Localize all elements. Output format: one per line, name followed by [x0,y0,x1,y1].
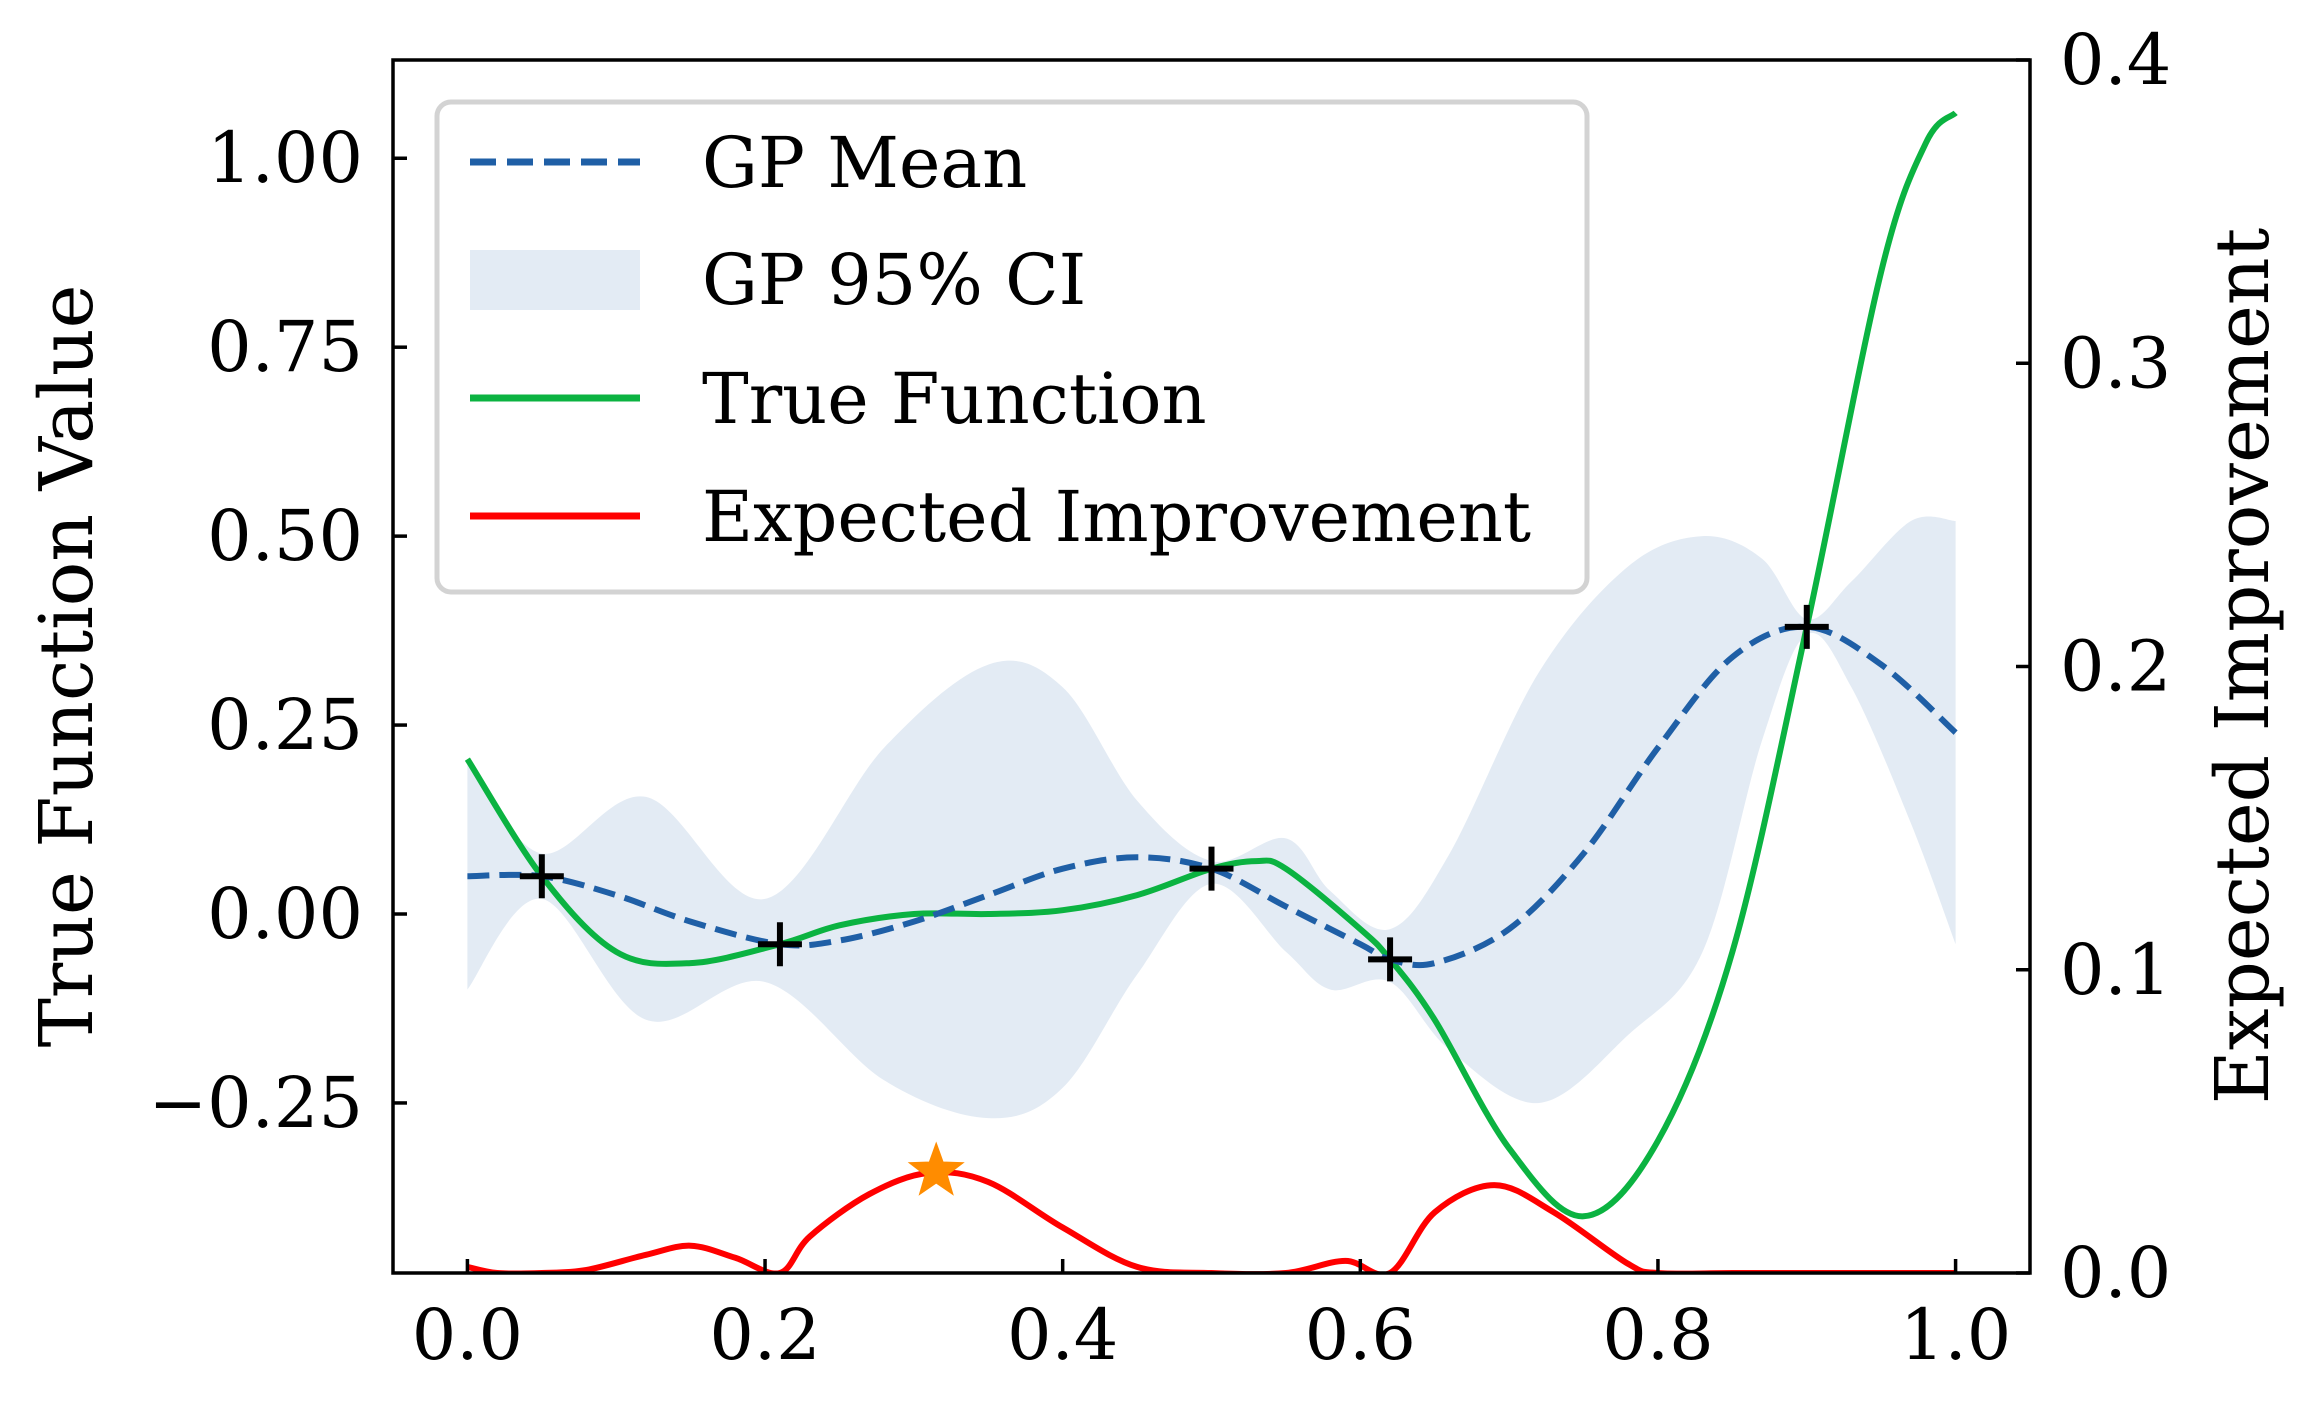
observation-point [1368,937,1413,982]
confidence-band-layer [467,516,1956,1119]
legend-label-true-function: True Function [702,358,1207,440]
legend-label-gp-mean: GP Mean [702,122,1027,204]
x-tick-label: 0.8 [1602,1294,1713,1376]
x-tick-label: 0.4 [1007,1294,1118,1376]
y-tick-label: 1.00 [207,117,363,199]
legend-label-expected-improvement: Expected Improvement [702,476,1531,558]
observation-point [1784,604,1829,649]
y-tick-label: 0.50 [207,495,363,577]
x-tick-label: 0.6 [1305,1294,1416,1376]
x-tick-label: 0.2 [709,1294,820,1376]
legend-label-gp-ci: GP 95% CI [702,239,1086,321]
observation-point [1189,846,1234,891]
y-tick-label: −0.25 [148,1062,363,1144]
x-tick-label: 1.0 [1900,1294,2011,1376]
y-axis-title: True Function Value [24,285,110,1048]
legend-box [434,99,1590,595]
y-tick-label: 0.75 [207,306,363,388]
marker-layer [519,604,1829,1196]
y-axis-right: 0.0 0.1 0.2 0.3 0.4 [2016,19,2171,1314]
y2-tick-label: 0.1 [2060,929,2171,1011]
y2-tick-label: 0.3 [2060,322,2171,404]
y-tick-label: 0.00 [207,873,363,955]
x-axis: 0.0 0.2 0.4 0.6 0.8 1.0 [412,1259,2011,1376]
y2-tick-label: 0.4 [2060,19,2171,101]
legend: GP Mean GP 95% CI True Function Expected… [434,99,1590,595]
y-axis-left: −0.25 0.00 0.25 0.50 0.75 1.00 [148,117,407,1144]
legend-swatch-gp-ci [470,250,640,310]
observation-point [519,854,564,899]
series-line-expected-improvement [466,1169,1956,1273]
y2-axis-title: Expected Improvement [2200,228,2286,1105]
next-point-star-marker [907,1141,965,1196]
series-line-gp-mean [467,623,1958,969]
y-tick-label: 0.25 [207,684,363,766]
observation-point [757,922,802,967]
y2-tick-label: 0.0 [2060,1232,2171,1314]
confidence-band-gp-95-ci [467,516,1956,1119]
x-tick-label: 0.0 [412,1294,523,1376]
y2-tick-label: 0.2 [2060,626,2171,708]
